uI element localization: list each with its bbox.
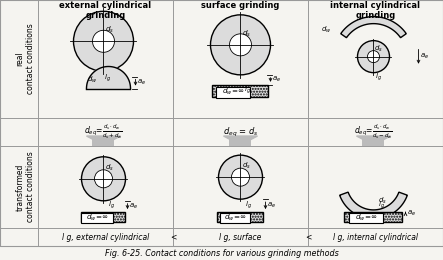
FancyBboxPatch shape [350, 213, 384, 223]
Text: surface grinding: surface grinding [201, 1, 280, 10]
Text: l$_g$: l$_g$ [376, 71, 382, 83]
Text: a$_e$: a$_e$ [408, 209, 416, 218]
Text: l g, external cylindrical: l g, external cylindrical [62, 232, 149, 242]
Text: internal cylindrical
grinding: internal cylindrical grinding [330, 1, 420, 20]
Text: d$_{eq}$=$\frac{d_s \cdot d_w}{d_s + d_w}$: d$_{eq}$=$\frac{d_s \cdot d_w}{d_s + d_w… [84, 123, 123, 141]
Bar [213, 85, 268, 97]
Text: a$_e$: a$_e$ [272, 75, 282, 85]
Text: l g, surface: l g, surface [219, 232, 262, 242]
Polygon shape [340, 192, 407, 219]
Text: external cylindrical
grinding: external cylindrical grinding [59, 1, 152, 20]
Bar [345, 212, 403, 222]
Polygon shape [357, 136, 390, 145]
Text: transformed
contact conditions: transformed contact conditions [16, 152, 35, 222]
FancyBboxPatch shape [217, 87, 250, 98]
Text: a$_e$: a$_e$ [420, 52, 430, 61]
Text: d$_{w}$=∞: d$_{w}$=∞ [224, 213, 247, 223]
Polygon shape [341, 17, 406, 38]
Text: l g, internal cylindrical: l g, internal cylindrical [333, 232, 418, 242]
Text: l$_g$: l$_g$ [245, 84, 252, 96]
Text: l$_g$: l$_g$ [105, 72, 112, 83]
Circle shape [358, 41, 389, 73]
Text: l$_g$: l$_g$ [245, 199, 253, 211]
Circle shape [232, 168, 249, 186]
Text: d$_{eq}$ = d$_s$: d$_{eq}$ = d$_s$ [223, 125, 258, 139]
Bar [362, 136, 385, 146]
Bar [229, 136, 252, 146]
Text: d$_w$: d$_w$ [321, 24, 331, 35]
Circle shape [94, 170, 113, 188]
Text: d$_s$: d$_s$ [242, 161, 252, 171]
FancyBboxPatch shape [221, 213, 250, 223]
Polygon shape [86, 67, 131, 88]
Text: Fig. 6-25. Contact conditions for various grinding methods: Fig. 6-25. Contact conditions for variou… [105, 249, 338, 257]
Text: a$_e$: a$_e$ [137, 78, 147, 87]
Text: d$_{eq}$=$\frac{d_s \cdot d_w}{d_s - d_w}$: d$_{eq}$=$\frac{d_s \cdot d_w}{d_s - d_w… [354, 123, 393, 141]
Circle shape [74, 11, 133, 71]
FancyBboxPatch shape [82, 213, 113, 223]
Text: a$_e$: a$_e$ [129, 202, 139, 211]
Text: d$_{w}$=∞: d$_{w}$=∞ [222, 87, 245, 97]
Text: <: < [170, 232, 176, 242]
Circle shape [210, 15, 271, 75]
Circle shape [93, 30, 114, 52]
Text: <: < [305, 232, 311, 242]
Polygon shape [86, 136, 120, 145]
Text: d$_{w}$=∞: d$_{w}$=∞ [86, 213, 109, 223]
Circle shape [218, 155, 263, 199]
Text: a$_e$: a$_e$ [268, 201, 276, 210]
Bar [218, 212, 264, 222]
Text: d$_s$: d$_s$ [242, 29, 252, 39]
Text: d$_{w}$=∞: d$_{w}$=∞ [355, 213, 378, 223]
Text: d$_w$: d$_w$ [88, 74, 98, 85]
Text: d$_s$: d$_s$ [105, 25, 115, 35]
Text: d$_s$: d$_s$ [105, 162, 114, 173]
Polygon shape [224, 136, 257, 145]
Text: real
contact conditions: real contact conditions [16, 24, 35, 94]
Circle shape [82, 157, 125, 201]
Text: l$_g$: l$_g$ [378, 199, 385, 211]
Text: d$_s$: d$_s$ [374, 43, 384, 54]
Circle shape [229, 34, 252, 56]
Bar [82, 212, 125, 222]
Bar [93, 136, 114, 146]
Text: d$_s$: d$_s$ [378, 196, 388, 206]
Text: l$_g$: l$_g$ [109, 199, 116, 211]
Circle shape [368, 51, 380, 63]
